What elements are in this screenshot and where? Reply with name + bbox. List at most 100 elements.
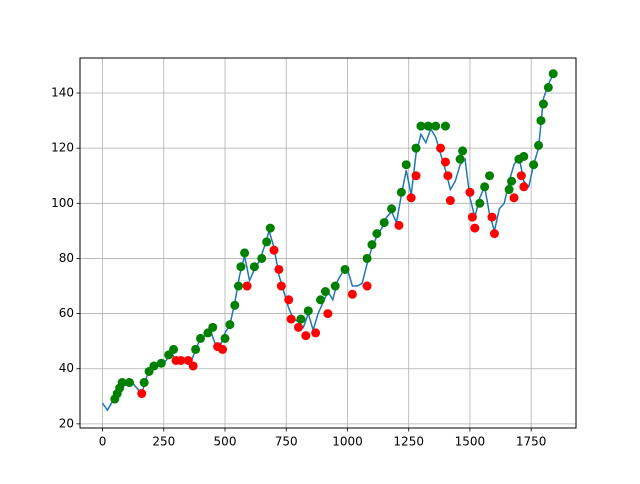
scatter-point xyxy=(265,223,275,233)
scatter-point xyxy=(529,160,539,170)
scatter-point xyxy=(296,314,306,324)
scatter-point xyxy=(507,176,517,186)
scatter-point xyxy=(504,185,514,195)
scatter-point xyxy=(137,389,147,399)
scatter-point xyxy=(470,223,480,233)
scatter-point xyxy=(208,322,218,332)
scatter-point xyxy=(362,281,372,291)
x-tick-label: 1750 xyxy=(516,435,547,449)
scatter-point xyxy=(276,281,286,291)
scatter-point xyxy=(323,309,333,319)
grid xyxy=(80,58,576,428)
scatter-point xyxy=(218,344,228,354)
scatter-point xyxy=(176,355,186,365)
scatter-point xyxy=(406,193,416,203)
scatter-point xyxy=(396,187,406,197)
y-tick-label: 100 xyxy=(51,196,74,210)
scatter-point xyxy=(516,171,526,181)
plot xyxy=(101,69,558,412)
scatter-point xyxy=(316,295,326,305)
scatter-point xyxy=(230,300,240,310)
scatter-point xyxy=(416,121,426,131)
x-tick-label: 500 xyxy=(214,435,237,449)
scatter-point xyxy=(394,220,404,230)
scatter-point xyxy=(536,116,546,126)
scatter-point xyxy=(367,240,377,250)
scatter-point xyxy=(274,264,284,274)
x-tick-label: 0 xyxy=(99,435,107,449)
scatter-point xyxy=(519,182,529,192)
scatter-point xyxy=(401,160,411,170)
scatter-point xyxy=(303,306,313,316)
scatter-point xyxy=(436,143,446,153)
y-tick-label: 80 xyxy=(59,251,74,265)
scatter-point xyxy=(411,143,421,153)
scatter-point xyxy=(293,322,303,332)
scatter-point xyxy=(284,295,294,305)
scatter-point xyxy=(220,333,230,343)
scatter-point xyxy=(340,264,350,274)
scatter-point xyxy=(489,229,499,239)
scatter-point xyxy=(387,204,397,214)
scatter-point xyxy=(330,281,340,291)
x-tick-label: 1500 xyxy=(455,435,486,449)
scatter-point xyxy=(440,157,450,167)
scatter-point xyxy=(301,331,311,341)
x-tick-label: 250 xyxy=(152,435,175,449)
y-tick-label: 40 xyxy=(59,361,74,375)
scatter-point xyxy=(458,146,468,156)
scatter-point xyxy=(249,262,259,272)
scatter-point xyxy=(347,289,357,299)
axes-frame xyxy=(79,57,577,429)
y-tick-label: 140 xyxy=(51,86,74,100)
scatter-point xyxy=(534,140,544,150)
scatter-point xyxy=(423,121,433,131)
scatter-point xyxy=(372,229,382,239)
scatter-point xyxy=(487,212,497,222)
scatter-point xyxy=(480,182,490,192)
scatter-point xyxy=(509,193,519,203)
scatter-point xyxy=(543,83,553,93)
scatter-point xyxy=(467,212,477,222)
scatter-point xyxy=(475,198,485,208)
scatter-point xyxy=(311,328,321,338)
scatter-point xyxy=(139,378,149,388)
scatter-point xyxy=(242,281,252,291)
scatter-point xyxy=(411,171,421,181)
scatter-point xyxy=(240,248,250,258)
scatter-point xyxy=(455,154,465,164)
scatter-point xyxy=(236,262,246,272)
scatter-point xyxy=(262,237,272,247)
scatter-point xyxy=(440,121,450,131)
scatter-point xyxy=(445,196,455,206)
x-tick-label: 1000 xyxy=(332,435,363,449)
scatter-point xyxy=(286,314,296,324)
x-tick-label: 750 xyxy=(275,435,298,449)
scatter-point xyxy=(196,333,206,343)
scatter-point xyxy=(538,99,548,109)
y-tick-label: 20 xyxy=(59,416,74,430)
scatter-point xyxy=(233,281,243,291)
scatter-point xyxy=(519,151,529,161)
scatter-point xyxy=(257,253,267,263)
scatter-point xyxy=(149,361,159,371)
scatter-point xyxy=(124,378,134,388)
scatter-point xyxy=(117,378,127,388)
scatter-point xyxy=(431,121,441,131)
scatter-point xyxy=(191,344,201,354)
scatter-point xyxy=(548,69,558,79)
ticks: 0 250 500 750 1000 1250 1500 1750 20 40 60 80 100 120… xyxy=(51,86,546,449)
scatter-point xyxy=(465,187,475,197)
scatter-point xyxy=(156,358,166,368)
y-tick-label: 120 xyxy=(51,141,74,155)
scatter-point xyxy=(379,218,389,228)
scatter-point xyxy=(443,171,453,181)
scatter-point xyxy=(188,361,198,371)
y-tick-label: 60 xyxy=(59,306,74,320)
scatter-point xyxy=(225,320,235,330)
scatter-point xyxy=(169,344,179,354)
scatter-point xyxy=(485,171,495,181)
scatter-point xyxy=(269,245,279,255)
